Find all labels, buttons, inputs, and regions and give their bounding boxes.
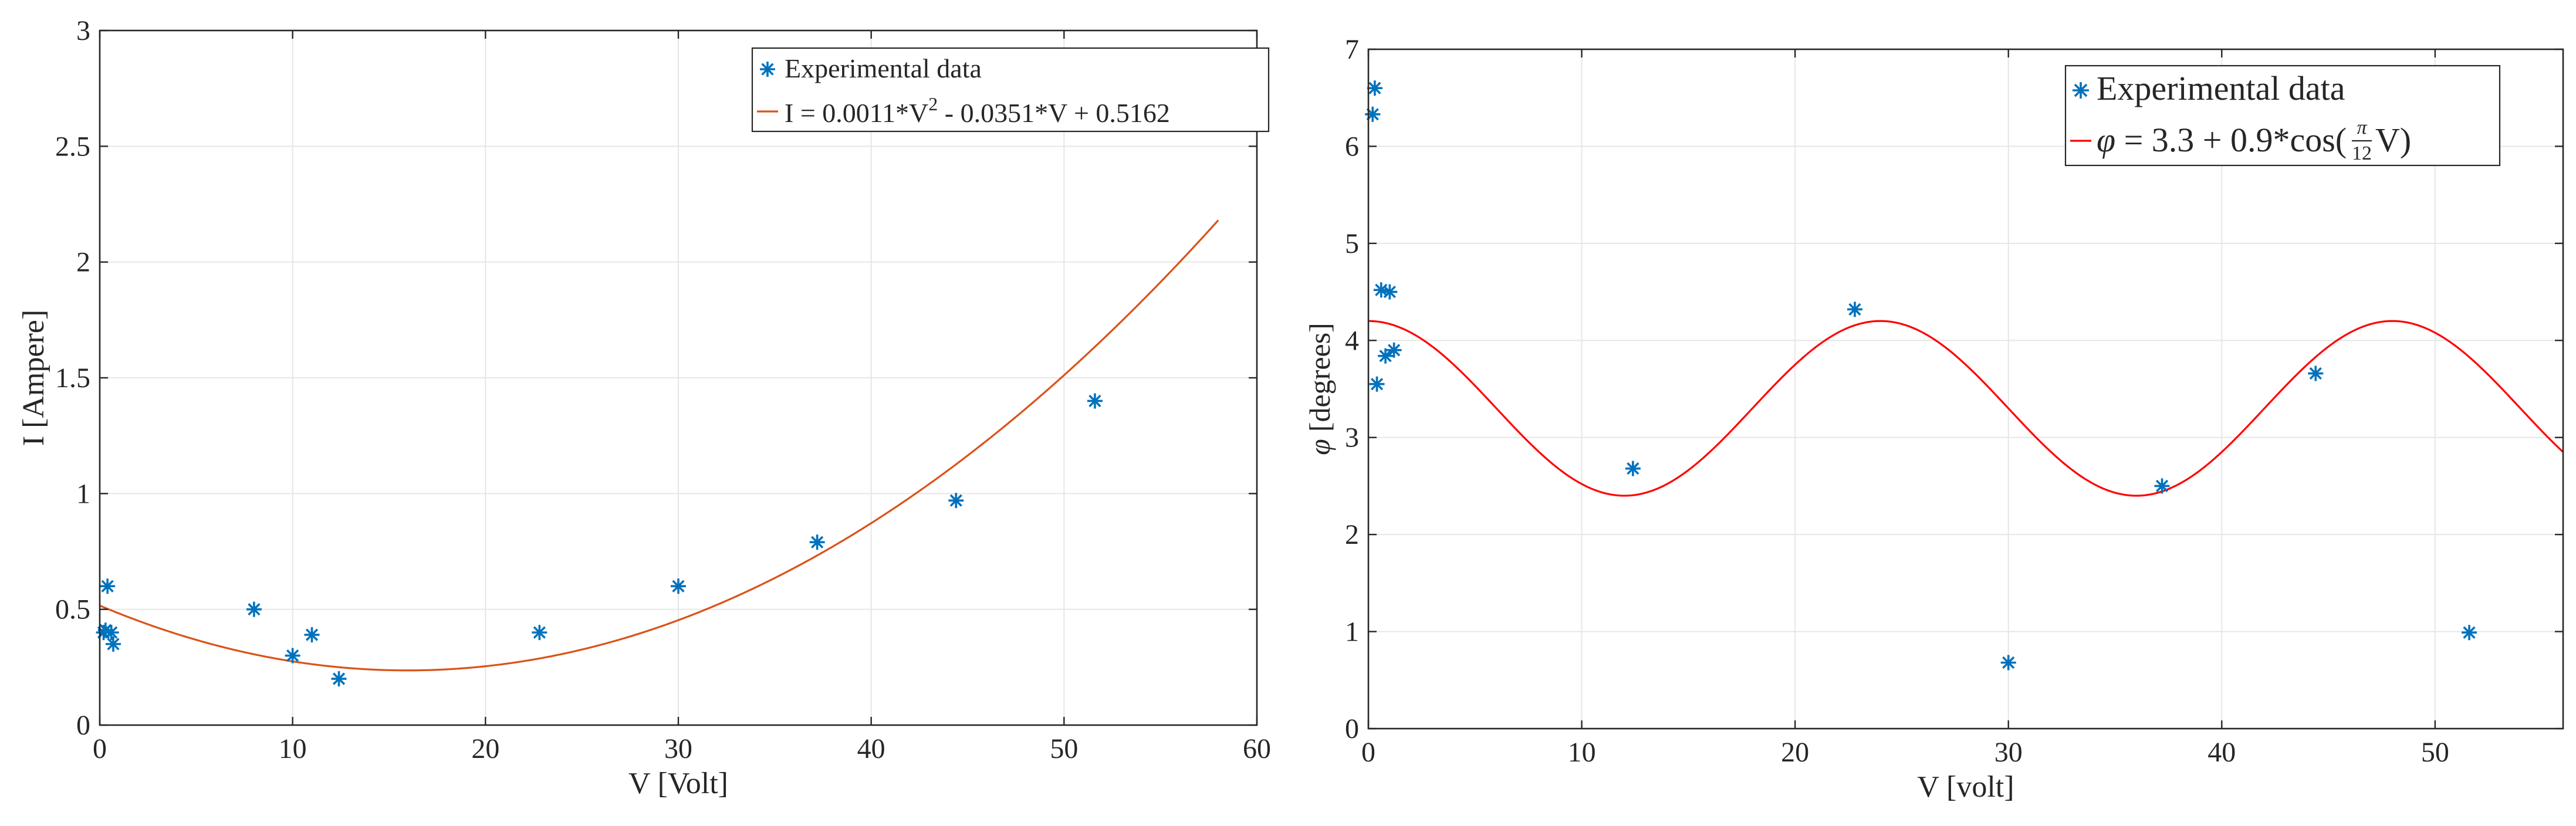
- right-legend: Experimental data φ = 3.3 + 0.9*cos( π 1…: [2064, 65, 2501, 167]
- data-point: [331, 671, 347, 687]
- data-point: [1367, 80, 1382, 96]
- left-data-points: [96, 393, 1103, 687]
- x-tick-label: 10: [1568, 737, 1596, 768]
- y-tick-label: 4: [1345, 325, 1359, 356]
- data-point: [1087, 393, 1103, 409]
- left-legend-scatter-label: Experimental data: [785, 53, 982, 83]
- x-tick-label: 40: [2207, 737, 2236, 768]
- y-tick-label: 1: [76, 478, 90, 509]
- right-y-axis-unit: [degrees]: [1303, 323, 1336, 432]
- right-legend-frac-denominator: 12: [2352, 143, 2372, 164]
- y-tick-label: 6: [1345, 131, 1359, 162]
- right-legend-scatter-marker: [2073, 82, 2089, 99]
- right-y-axis-phi: φ: [1303, 439, 1336, 455]
- current-vs-voltage-chart: 0 10 20 30 40 50 60 0 0.5 1 1.5 2 2.5 3 V [Volt] I [A…: [17, 15, 1271, 800]
- x-tick-label: 50: [1050, 733, 1078, 764]
- left-legend-fit-label-prefix: I = 0.0011*V: [785, 98, 928, 128]
- right-legend-eq-left: = 3.3 + 0.9*cos(: [2115, 121, 2347, 159]
- data-point: [1365, 106, 1381, 122]
- left-legend-box: [751, 47, 1270, 133]
- data-point: [100, 578, 116, 594]
- data-point: [106, 636, 121, 652]
- data-point: [671, 578, 686, 594]
- right-axes-box: [1367, 48, 2564, 730]
- y-tick-label: 0: [76, 710, 90, 741]
- data-point: [532, 625, 547, 641]
- x-tick-label: 30: [664, 733, 692, 764]
- left-legend: Experimental data I = 0.0011*V2 - 0.0351…: [751, 47, 1270, 133]
- x-tick-label: 20: [471, 733, 499, 764]
- x-tick-label: 0: [93, 733, 107, 764]
- y-tick-label: 3: [1345, 422, 1359, 453]
- right-legend-phi: φ: [2097, 121, 2115, 159]
- legend-star: [760, 62, 775, 77]
- y-tick-label: 3: [76, 15, 90, 46]
- right-legend-fit-label: φ = 3.3 + 0.9*cos(: [2097, 121, 2347, 159]
- x-tick-label: 60: [1243, 733, 1271, 764]
- legend-star: [2073, 82, 2089, 99]
- right-x-axis-label: V [volt]: [1917, 770, 2014, 804]
- left-fit-curve: [100, 219, 1219, 672]
- data-point: [2462, 625, 2477, 641]
- data-point: [1369, 376, 1385, 392]
- right-y-axis-label: φ [degrees]: [1303, 323, 1336, 455]
- data-point: [285, 648, 300, 663]
- data-point: [1378, 348, 1394, 364]
- data-point: [1382, 284, 1398, 300]
- right-legend-box: [2064, 65, 2501, 167]
- y-tick-label: 2: [76, 247, 90, 278]
- left-legend-fit-label: I = 0.0011*V2 - 0.0351*V + 0.5162: [785, 93, 1170, 128]
- left-x-axis-label: V [Volt]: [628, 767, 728, 800]
- y-tick-label: 2.5: [55, 131, 90, 162]
- data-point: [2308, 365, 2324, 381]
- data-point: [1625, 461, 1641, 476]
- left-fit-curve-group: [100, 219, 1219, 672]
- left-legend-fit-label-suffix: - 0.0351*V + 0.5162: [938, 98, 1170, 128]
- y-tick-label: 5: [1345, 228, 1359, 259]
- right-legend-scatter-label: Experimental data: [2097, 69, 2345, 107]
- x-tick-label: 40: [857, 733, 885, 764]
- left-ticks: 0 10 20 30 40 50 60 0 0.5 1 1.5 2 2.5 3: [55, 15, 1271, 764]
- y-tick-label: 7: [1345, 34, 1359, 65]
- y-tick-label: 1: [1345, 617, 1359, 648]
- left-legend-scatter-marker: [760, 62, 775, 77]
- y-tick-label: 1.5: [55, 363, 90, 394]
- x-tick-label: 10: [279, 733, 307, 764]
- data-point: [304, 627, 320, 643]
- y-tick-label: 0: [1345, 713, 1359, 744]
- left-y-axis-label: I [Ampere]: [17, 310, 50, 446]
- x-tick-label: 30: [1994, 737, 2023, 768]
- data-point: [809, 534, 825, 550]
- right-legend-frac-numerator: π: [2357, 117, 2367, 138]
- data-point: [948, 493, 964, 509]
- x-tick-label: 50: [2421, 737, 2449, 768]
- data-point: [2154, 478, 2170, 494]
- data-point: [103, 625, 119, 641]
- right-fit-curve: [1368, 320, 2563, 497]
- right-fit-curve-group: [1368, 320, 2563, 497]
- y-tick-label: 0.5: [55, 594, 90, 625]
- data-point: [2000, 655, 2016, 671]
- data-point: [1847, 302, 1862, 317]
- data-point: [1386, 342, 1402, 358]
- x-tick-label: 0: [1361, 737, 1375, 768]
- x-tick-label: 20: [1781, 737, 1809, 768]
- left-legend-fit-label-superscript: 2: [928, 93, 938, 114]
- y-tick-label: 2: [1345, 519, 1359, 550]
- right-legend-eq-right: V): [2375, 121, 2411, 159]
- data-point: [246, 601, 262, 617]
